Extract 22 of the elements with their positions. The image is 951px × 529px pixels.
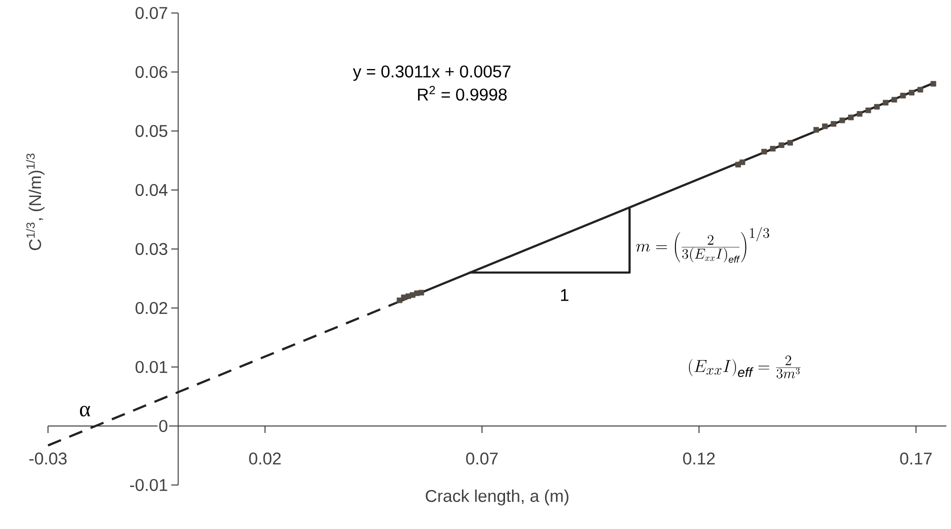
y-tick-label: 0.07 [136, 6, 168, 20]
y-axis-title: C$^{1/3}$, (N/m)$^{1/3}$ [26, 154, 44, 250]
x-axis-title: Crack length, a (m) [426, 490, 568, 506]
annotation: 1 [561, 289, 568, 301]
x-tick-label: -0.03 [29, 452, 67, 465]
y-tick-label: 0.02 [136, 302, 168, 314]
x-tick-label: 0.17 [900, 452, 932, 465]
y-tick-label: 0.01 [136, 360, 168, 374]
annotation: y = 0.3011x + 0.0057 [352, 65, 510, 81]
annotation: $m = \left(\frac{2}{3\left(E_{xx}I\right)_{\mathit{eff}}}\right)^{1/3}$ [636, 226, 770, 263]
y-tick-label: 0.06 [136, 66, 168, 78]
annotation: α [80, 406, 90, 416]
y-tick-label: 0 [159, 420, 168, 432]
y-tick-label: 0.03 [136, 242, 168, 256]
x-tick-label: 0.07 [466, 452, 498, 465]
x-tick-label: 0.02 [249, 452, 281, 465]
annotation: R$^{2}$ = 0.9998 [418, 86, 507, 101]
y-tick-label: -0.01 [130, 478, 168, 492]
y-tick-label: 0.04 [136, 184, 168, 196]
y-tick-label: 0.05 [136, 124, 168, 138]
x-tick-label: 0.12 [683, 452, 715, 465]
annotation: $\left(E_{xx}I\right)_{\mathit{eff}} = \frac{2}{3m^{3}}$ [688, 356, 801, 378]
